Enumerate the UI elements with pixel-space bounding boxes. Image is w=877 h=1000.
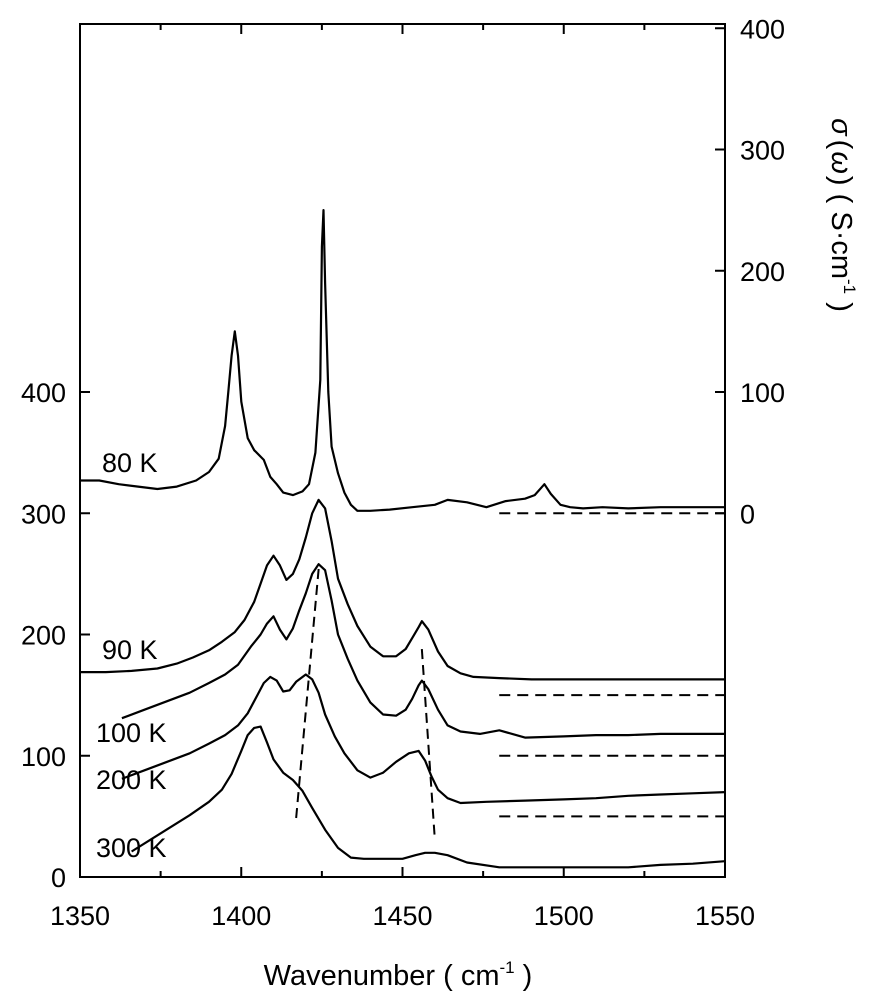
spectra-curves bbox=[80, 209, 726, 869]
peak-guide bbox=[420, 648, 436, 839]
series-line bbox=[80, 498, 725, 681]
x-tick-label: 1350 bbox=[50, 901, 110, 931]
series-line bbox=[121, 673, 726, 805]
y-tick-label-left: 0 bbox=[51, 863, 66, 893]
series-label: 80 K bbox=[102, 448, 158, 478]
y-tick-label-right: 400 bbox=[740, 14, 785, 44]
series-label: 90 K bbox=[102, 635, 158, 665]
axis-ticks: 1350 1400 1450 1500 1550 0 100 200 300 400 0 100 200… bbox=[21, 14, 785, 931]
y-tick-label-right: 300 bbox=[740, 136, 785, 166]
peak-guide bbox=[295, 568, 320, 819]
y-tick-label-left: 300 bbox=[21, 499, 66, 529]
x-tick-label: 1400 bbox=[211, 901, 271, 931]
series-line bbox=[131, 725, 726, 869]
x-tick-label: 1550 bbox=[695, 901, 755, 931]
y-tick-label-left: 400 bbox=[21, 378, 66, 408]
plot-frame bbox=[79, 23, 726, 878]
series-label: 200 K bbox=[96, 765, 167, 795]
curve-labels: 80 K 90 K 100 K 200 K 300 K bbox=[96, 448, 167, 863]
y-axis-title-right: σ(ω) ( S·cm-1 ) bbox=[825, 118, 859, 312]
x-tick-label: 1450 bbox=[372, 901, 432, 931]
y-tick-label-left: 100 bbox=[21, 742, 66, 772]
y-tick-label-left: 200 bbox=[21, 621, 66, 651]
series-line bbox=[121, 563, 725, 739]
series-label: 100 K bbox=[96, 718, 167, 748]
x-tick-label: 1500 bbox=[534, 901, 594, 931]
baseline-markers bbox=[499, 512, 725, 818]
y-tick-label-right: 0 bbox=[740, 499, 755, 529]
series-line bbox=[80, 209, 725, 512]
x-axis-title: Wavenumber ( cm-1 ) bbox=[264, 958, 533, 992]
series-label: 300 K bbox=[96, 833, 167, 863]
y-tick-label-right: 100 bbox=[740, 378, 785, 408]
peak-shift-guides bbox=[295, 568, 436, 839]
y-tick-label-right: 200 bbox=[740, 257, 785, 287]
